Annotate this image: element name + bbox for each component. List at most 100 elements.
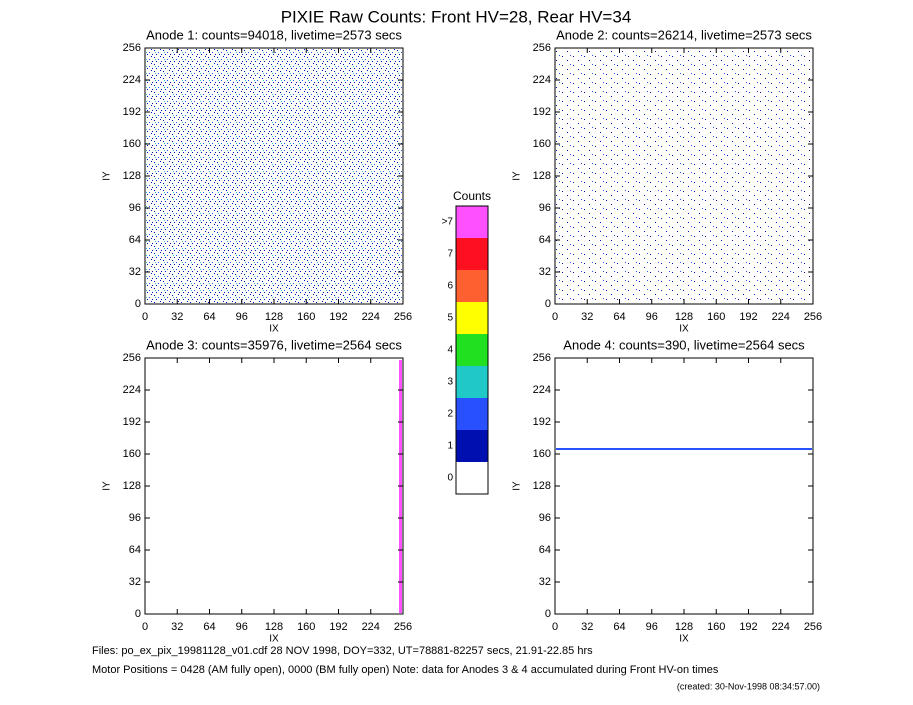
colorbar-label: 1 — [447, 441, 453, 452]
x-tick-label: 32 — [171, 311, 183, 323]
x-tick-label: 224 — [772, 621, 790, 633]
y-tick-label: 64 — [129, 544, 141, 556]
x-tick-label: 224 — [362, 621, 380, 633]
y-tick-label: 224 — [533, 384, 551, 396]
colorbar-label: 0 — [447, 473, 453, 484]
y-tick-label: 160 — [123, 138, 141, 150]
line-texture — [556, 448, 812, 450]
x-tick-label: 64 — [203, 621, 215, 633]
panel-title: Anode 4: counts=390, livetime=2564 secs — [563, 337, 805, 352]
y-tick-label: 192 — [123, 106, 141, 118]
color-swatch — [456, 238, 488, 270]
x-tick-label: 160 — [707, 621, 725, 633]
x-tick-label: 96 — [646, 311, 658, 323]
y-axis-label: IY — [512, 481, 523, 491]
y-tick-label: 64 — [539, 544, 551, 556]
y-tick-label: 192 — [123, 416, 141, 428]
colorbar-label: 6 — [447, 281, 453, 292]
x-tick-label: 224 — [772, 311, 790, 323]
x-tick-label: 64 — [613, 621, 625, 633]
y-tick-label: 160 — [533, 138, 551, 150]
y-tick-label: 256 — [123, 42, 141, 54]
x-tick-label: 32 — [581, 311, 593, 323]
color-swatch — [456, 334, 488, 366]
y-tick-label: 256 — [123, 352, 141, 364]
panel-title: Anode 2: counts=26214, livetime=2573 sec… — [556, 27, 812, 42]
x-tick-label: 96 — [236, 621, 248, 633]
x-tick-label: 160 — [297, 311, 315, 323]
colorbar-label: 2 — [447, 409, 453, 420]
x-tick-label: 256 — [804, 311, 822, 323]
x-tick-label: 256 — [804, 621, 822, 633]
y-tick-label: 96 — [539, 202, 551, 214]
color-swatch — [456, 430, 488, 462]
x-axis-label: IX — [679, 324, 689, 335]
x-tick-label: 160 — [297, 621, 315, 633]
x-tick-label: 224 — [362, 311, 380, 323]
y-tick-label: 32 — [129, 266, 141, 278]
page-title: PIXIE Raw Counts: Front HV=28, Rear HV=3… — [281, 7, 632, 26]
y-tick-label: 128 — [533, 480, 551, 492]
y-axis-label: IY — [512, 171, 523, 181]
x-tick-label: 128 — [265, 621, 283, 633]
y-tick-label: 0 — [545, 608, 551, 620]
x-axis-label: IX — [269, 324, 279, 335]
footer-created: (created: 30-Nov-1998 08:34:57.00) — [677, 681, 820, 691]
color-swatch — [456, 302, 488, 334]
y-tick-label: 128 — [123, 480, 141, 492]
colorbar-frame — [455, 205, 489, 495]
colorbar-label: 4 — [447, 345, 453, 356]
x-axis-label: IX — [269, 634, 279, 645]
x-tick-label: 128 — [675, 311, 693, 323]
y-tick-label: 32 — [539, 576, 551, 588]
x-tick-label: 0 — [552, 621, 558, 633]
x-tick-label: 96 — [236, 311, 248, 323]
x-tick-label: 64 — [613, 311, 625, 323]
y-tick-label: 96 — [129, 202, 141, 214]
x-tick-label: 192 — [739, 621, 757, 633]
x-tick-label: 0 — [552, 311, 558, 323]
x-tick-label: 32 — [171, 621, 183, 633]
y-tick-label: 256 — [533, 352, 551, 364]
y-tick-label: 128 — [123, 170, 141, 182]
colorbar-label: 7 — [447, 249, 453, 260]
color-swatch — [456, 206, 488, 238]
plot-frame — [554, 357, 814, 615]
y-axis-label: IY — [102, 481, 113, 491]
y-tick-label: 96 — [129, 512, 141, 524]
x-axis-label: IX — [679, 634, 689, 645]
y-tick-label: 128 — [533, 170, 551, 182]
x-tick-label: 128 — [265, 311, 283, 323]
y-tick-label: 160 — [533, 448, 551, 460]
color-swatch — [456, 462, 488, 494]
color-swatch — [456, 270, 488, 302]
y-tick-label: 160 — [123, 448, 141, 460]
x-tick-label: 160 — [707, 311, 725, 323]
x-tick-label: 0 — [142, 311, 148, 323]
colorbar-label: 3 — [447, 377, 453, 388]
x-tick-label: 192 — [739, 311, 757, 323]
x-tick-label: 192 — [329, 311, 347, 323]
y-tick-label: 32 — [129, 576, 141, 588]
y-tick-label: 0 — [545, 298, 551, 310]
color-swatch — [456, 398, 488, 430]
colorbar-label: 5 — [447, 313, 453, 324]
x-tick-label: 192 — [329, 621, 347, 633]
y-tick-label: 64 — [129, 234, 141, 246]
color-swatch — [456, 366, 488, 398]
x-tick-label: 64 — [203, 311, 215, 323]
x-tick-label: 32 — [581, 621, 593, 633]
y-tick-label: 224 — [123, 74, 141, 86]
y-tick-label: 192 — [533, 106, 551, 118]
y-tick-label: 32 — [539, 266, 551, 278]
x-tick-label: 96 — [646, 621, 658, 633]
y-tick-label: 96 — [539, 512, 551, 524]
y-tick-label: 0 — [135, 608, 141, 620]
footer-motor: Motor Positions = 0428 (AM fully open), … — [92, 664, 719, 676]
plot-frame — [144, 357, 404, 615]
panel-title: Anode 1: counts=94018, livetime=2573 sec… — [146, 27, 402, 42]
panel-title: Anode 3: counts=35976, livetime=2564 sec… — [146, 337, 402, 352]
footer-files: Files: po_ex_pix_19981128_v01.cdf 28 NOV… — [92, 645, 593, 657]
y-tick-label: 64 — [539, 234, 551, 246]
